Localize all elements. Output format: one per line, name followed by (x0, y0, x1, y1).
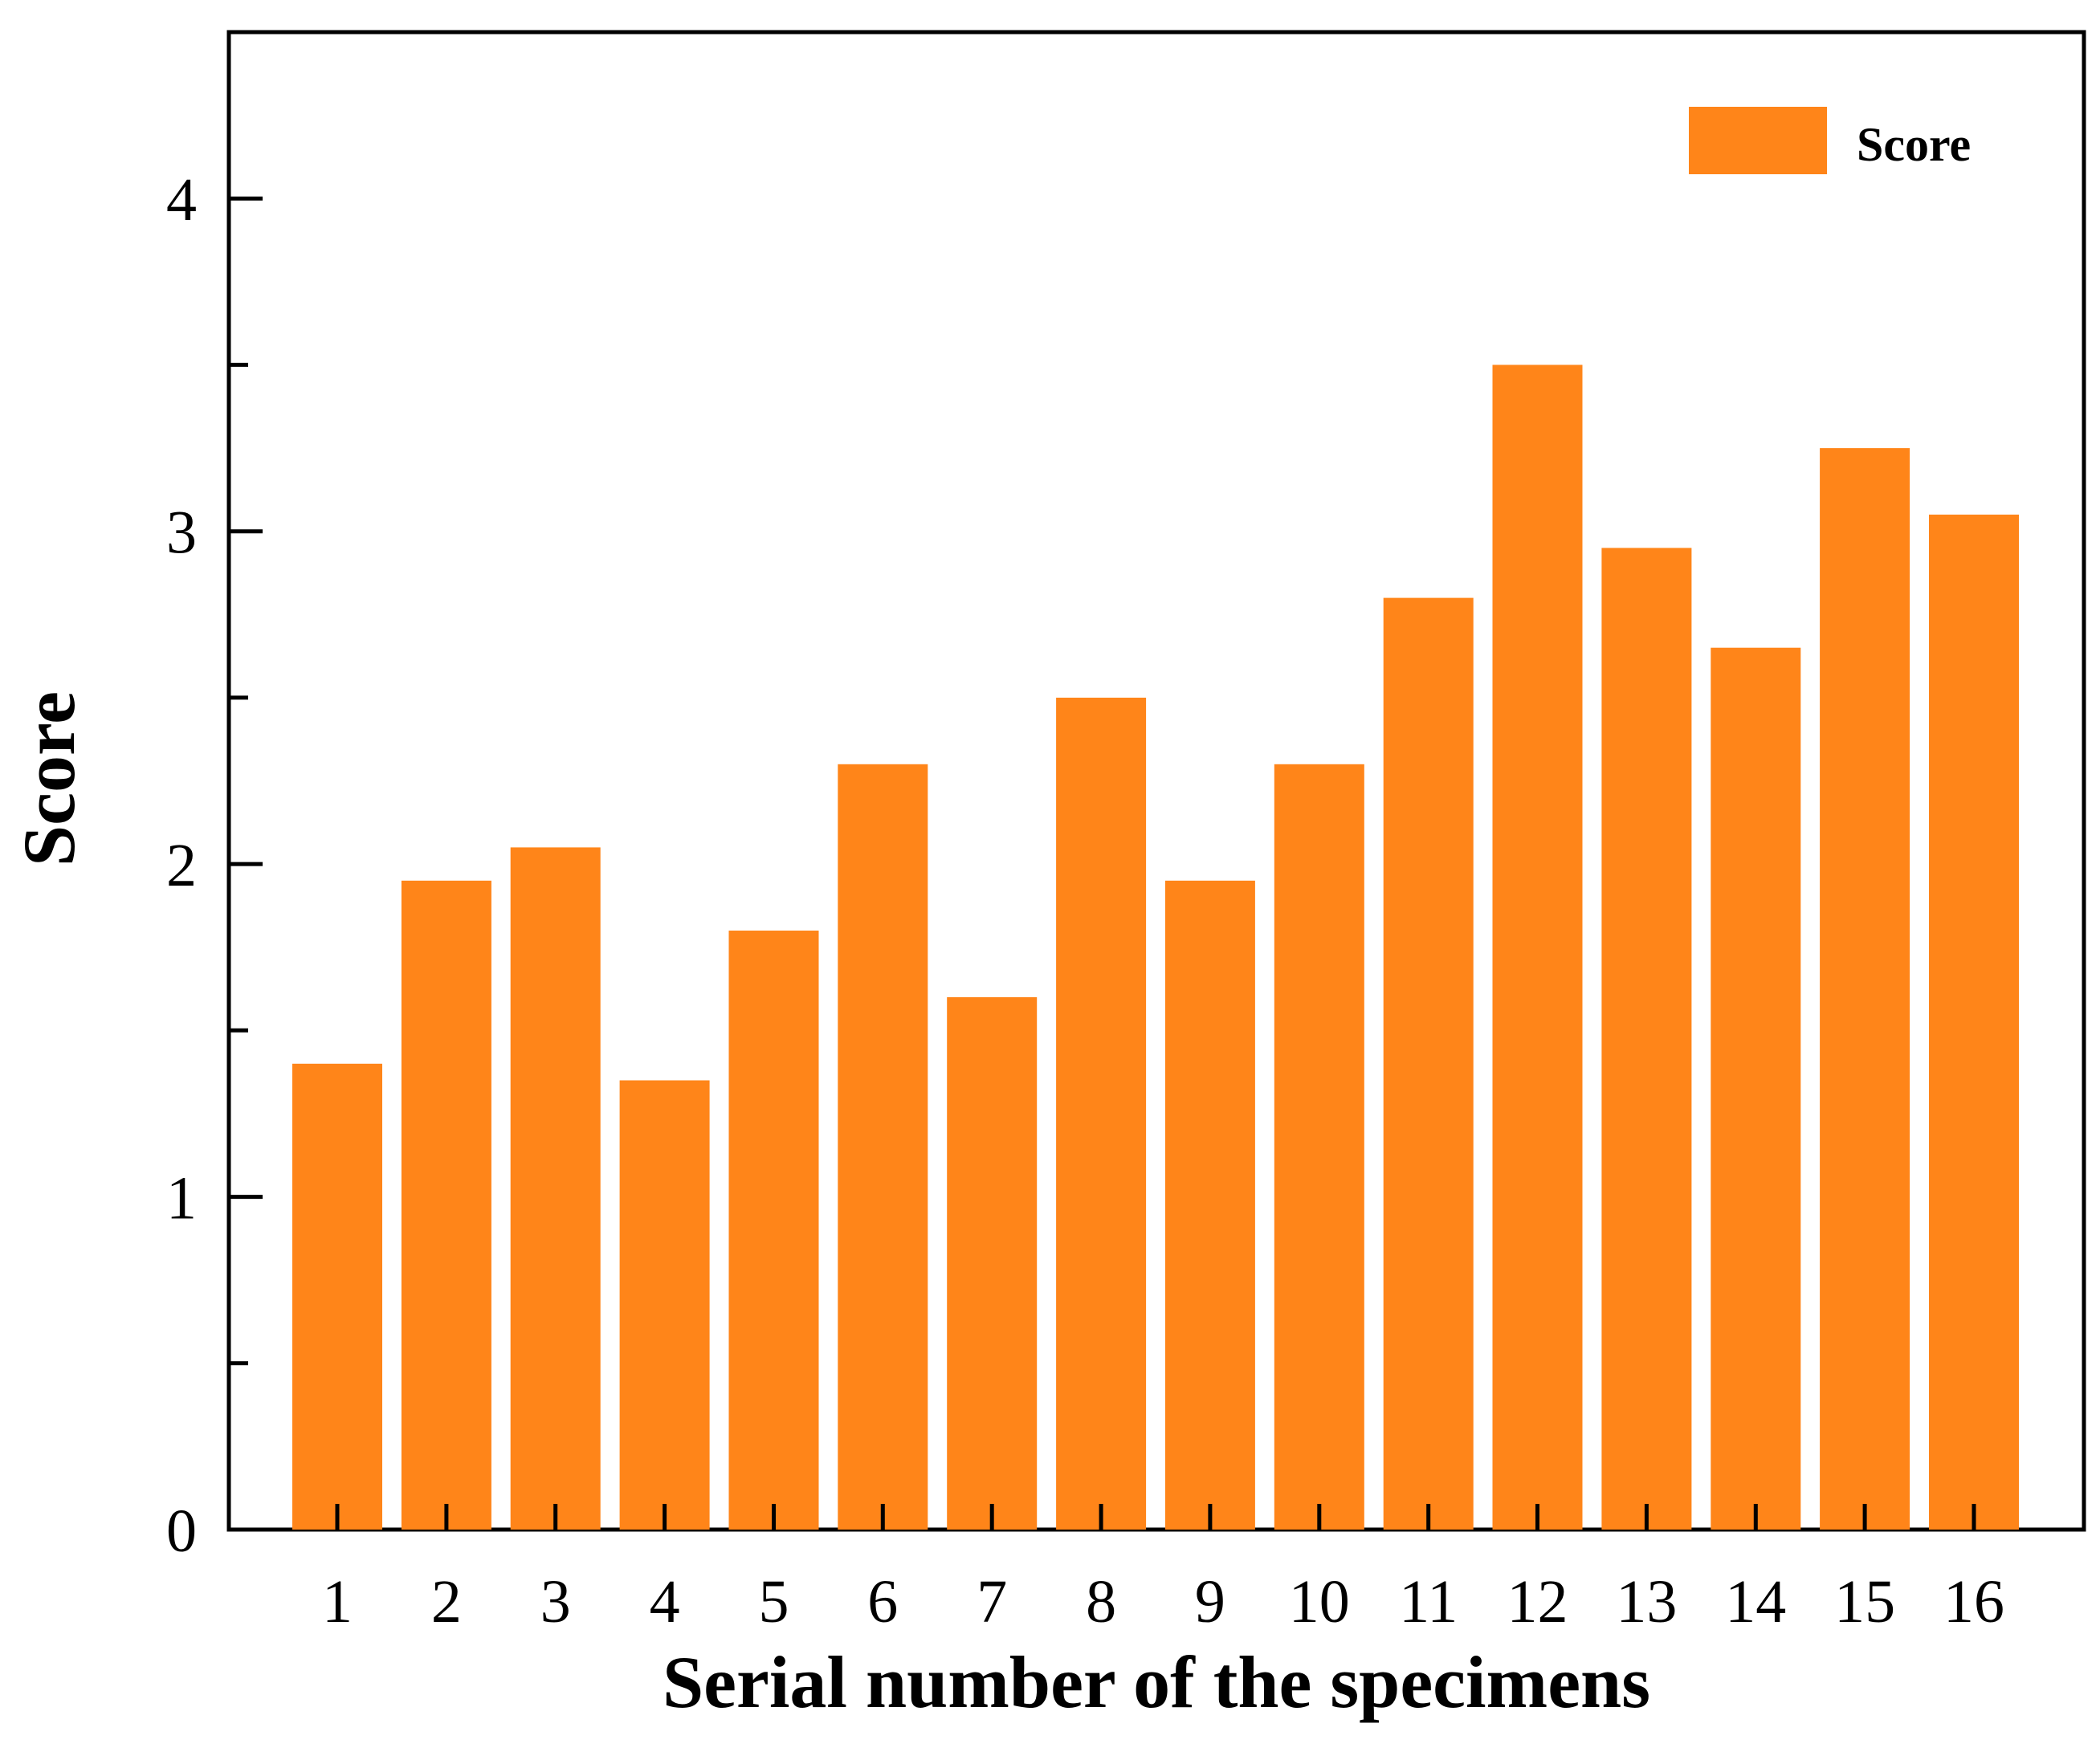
bar-6 (838, 764, 928, 1530)
bar-2 (401, 880, 491, 1530)
x-tick-label-16: 16 (1943, 1568, 2004, 1636)
x-tick-label-12: 12 (1507, 1568, 1568, 1636)
y-tick-label-0: 0 (166, 1497, 197, 1565)
bar-16 (1929, 514, 2019, 1530)
x-tick-label-11: 11 (1399, 1568, 1458, 1636)
x-tick-label-13: 13 (1616, 1568, 1677, 1636)
bar-3 (510, 847, 601, 1530)
x-tick-label-10: 10 (1289, 1568, 1350, 1636)
bar-11 (1383, 597, 1474, 1530)
y-tick-label-1: 1 (166, 1165, 197, 1232)
x-tick-label-14: 14 (1725, 1568, 1786, 1636)
y-axis-title: Score (8, 691, 90, 866)
y-tick-label-3: 3 (166, 499, 197, 567)
x-tick-label-2: 2 (431, 1568, 462, 1636)
legend: Score (1689, 107, 1971, 174)
bar-14 (1711, 647, 1801, 1530)
plot-frame (226, 30, 2086, 1532)
bars-layer (292, 365, 2019, 1530)
bar-15 (1820, 448, 1910, 1530)
bar-12 (1492, 365, 1583, 1530)
x-axis-ticks: 1 2 3 4 5 6 7 8 9 10 11 12 13 14 15 16 (322, 1504, 2004, 1636)
bar-13 (1601, 548, 1692, 1530)
bar-5 (728, 931, 819, 1530)
x-tick-label-1: 1 (322, 1568, 353, 1636)
y-tick-label-4: 4 (166, 166, 197, 234)
x-axis-title: Serial number of the specimens (663, 1641, 1650, 1723)
bar-9 (1164, 880, 1255, 1530)
x-tick-label-4: 4 (650, 1568, 680, 1636)
y-tick-label-2: 2 (166, 832, 197, 899)
bar-10 (1274, 764, 1364, 1530)
bar-7 (947, 996, 1038, 1530)
x-tick-label-7: 7 (977, 1568, 1007, 1636)
bar-8 (1056, 697, 1147, 1530)
bar-4 (619, 1080, 710, 1530)
x-tick-label-9: 9 (1195, 1568, 1225, 1636)
legend-label: Score (1857, 118, 1971, 171)
x-tick-label-6: 6 (867, 1568, 898, 1636)
bar-1 (292, 1063, 382, 1530)
x-tick-label-5: 5 (759, 1568, 789, 1636)
x-tick-label-8: 8 (1086, 1568, 1116, 1636)
y-axis-ticks: 0 1 2 3 4 (166, 166, 263, 1565)
x-tick-label-3: 3 (540, 1568, 571, 1636)
x-tick-label-15: 15 (1834, 1568, 1895, 1636)
legend-swatch (1689, 107, 1827, 174)
